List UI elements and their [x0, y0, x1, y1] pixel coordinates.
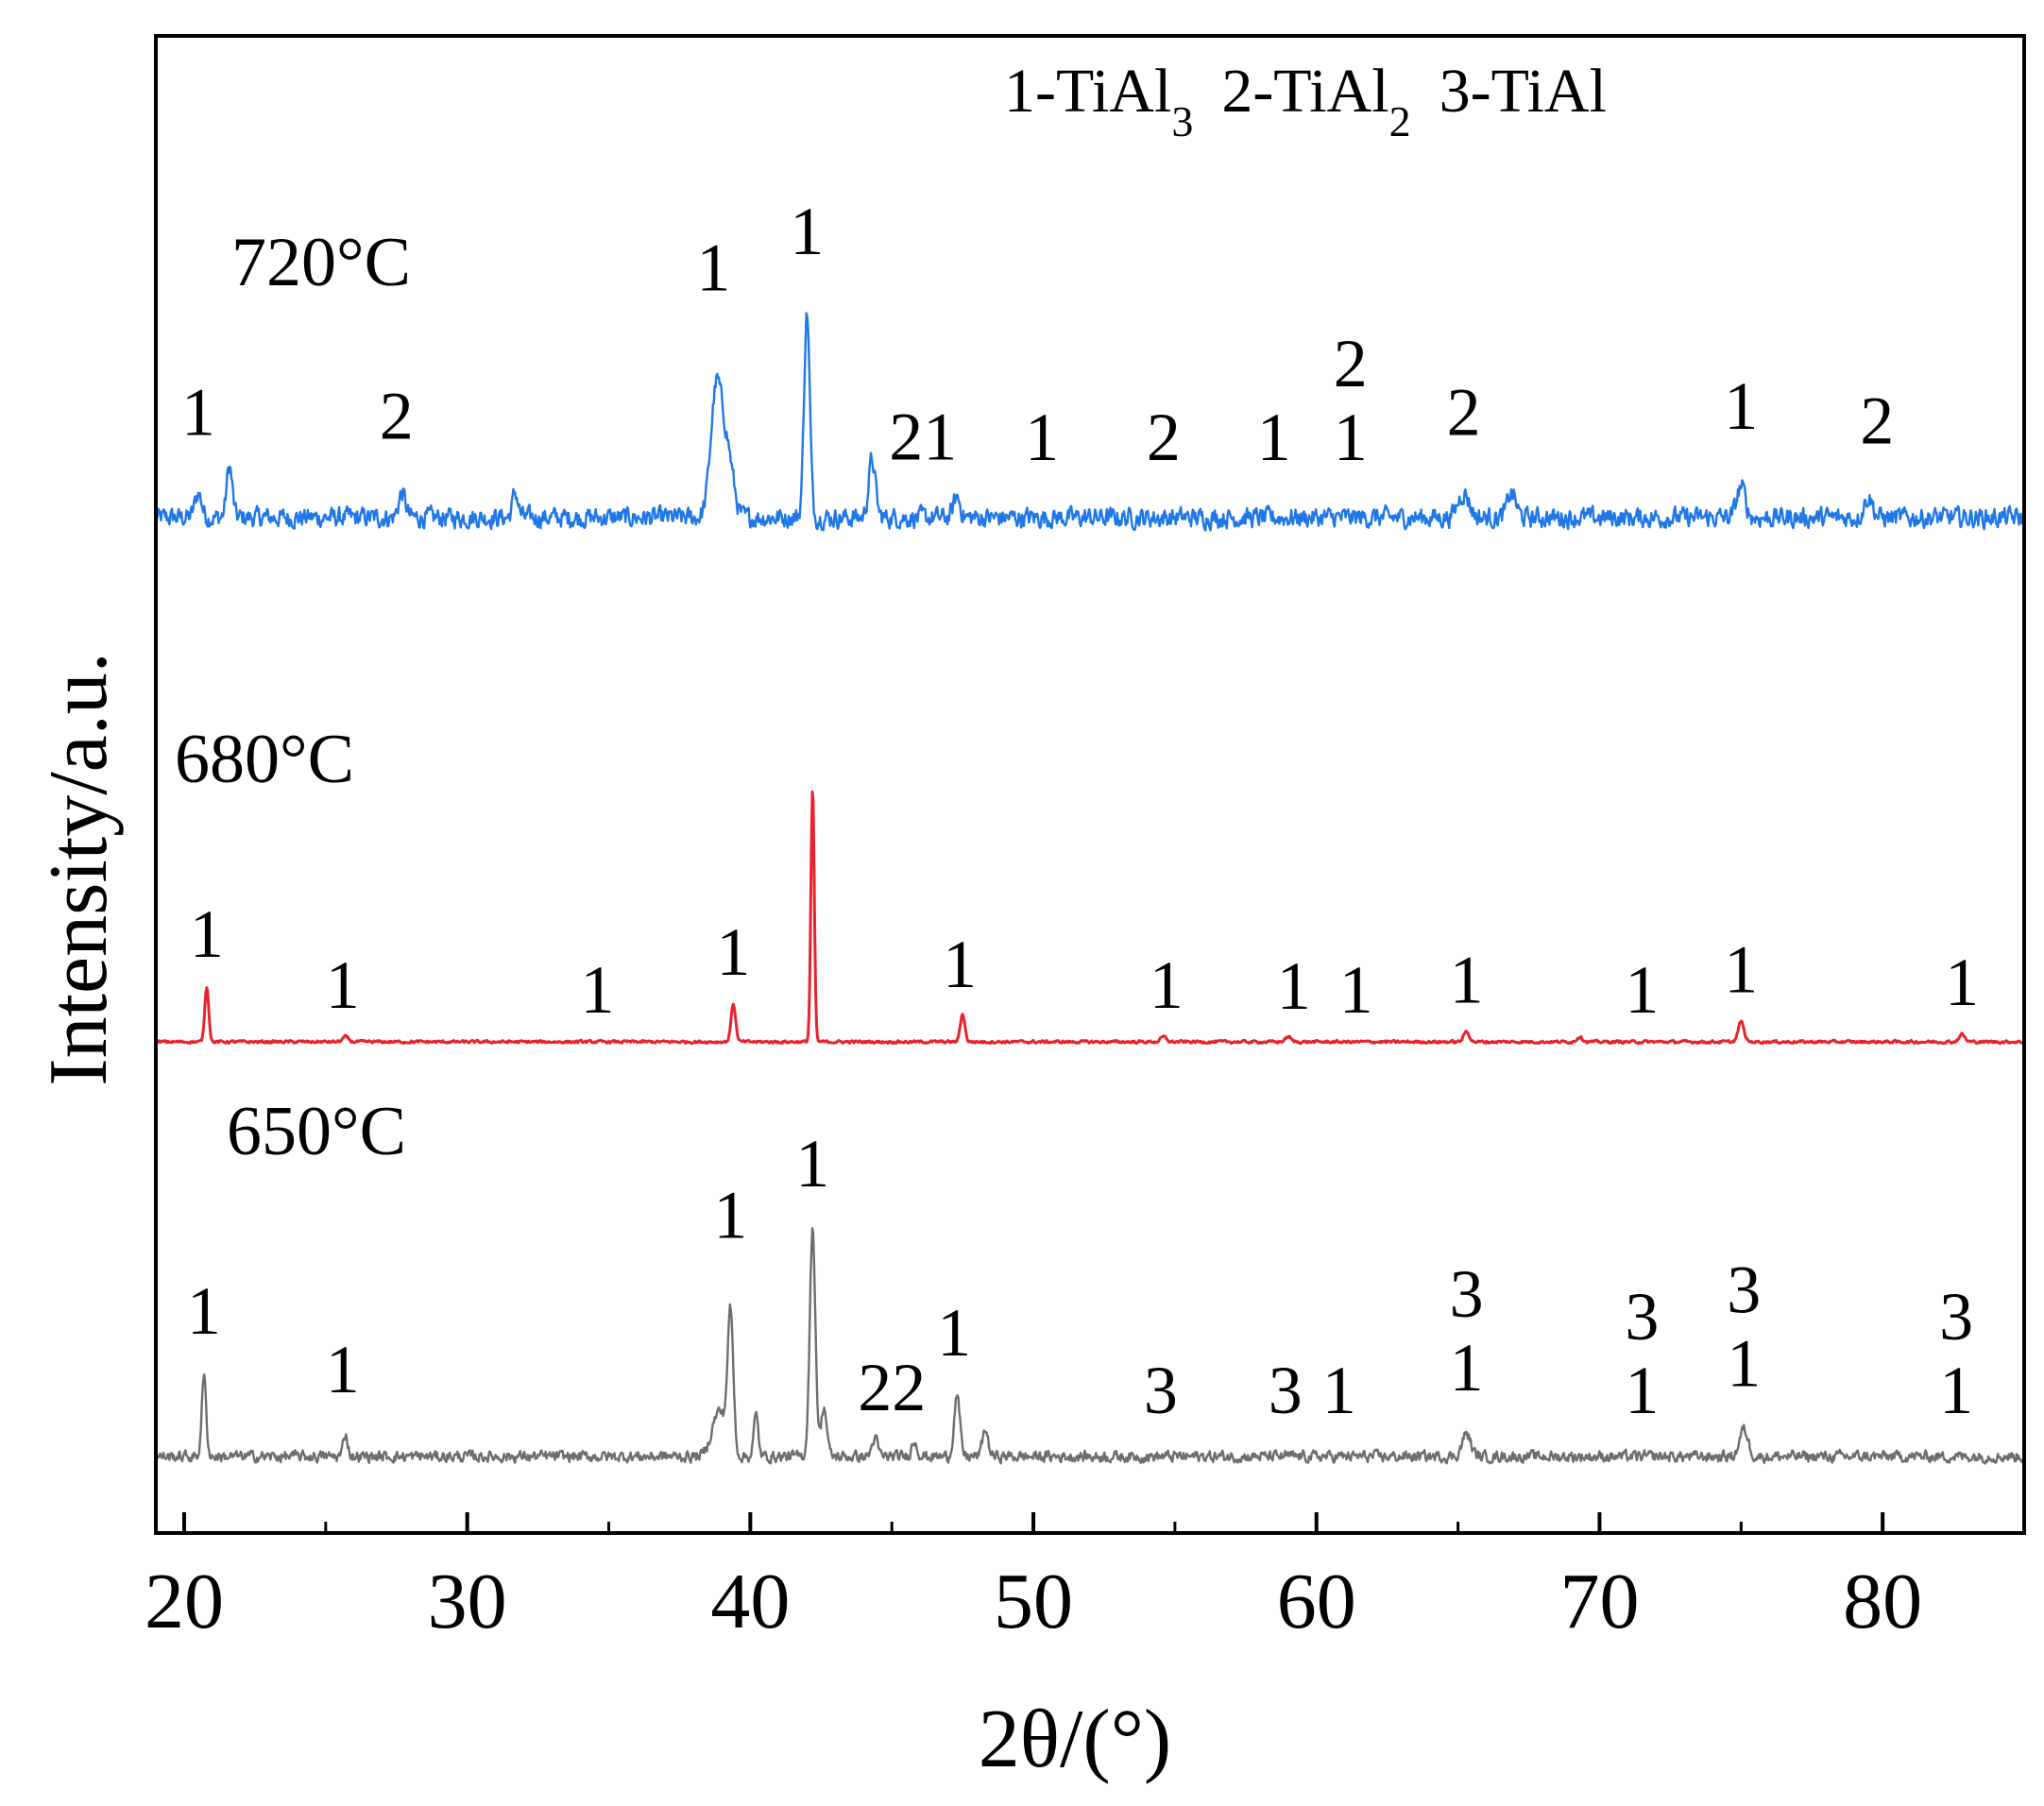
peak-label: 1 — [1339, 952, 1373, 1028]
x-tick-label: 80 — [1843, 1558, 1922, 1645]
legend-entry-3: 3-TiAl — [1439, 57, 1607, 126]
x-tick-label: 50 — [994, 1558, 1073, 1645]
x-axis-title: 2θ/(°) — [979, 1694, 1171, 1785]
peak-label: 21 — [889, 400, 957, 475]
peak-label: 3 — [1450, 1256, 1484, 1332]
peak-label: 1 — [1945, 945, 1979, 1020]
peak-label: 1 — [326, 1332, 360, 1407]
peak-label: 3 — [1727, 1252, 1761, 1327]
peak-label: 22 — [858, 1350, 926, 1425]
peak-label: 1 — [696, 230, 730, 305]
peak-label: 1 — [790, 194, 824, 269]
legend-subscript: 2 — [1389, 97, 1411, 145]
peak-label: 1 — [326, 947, 360, 1023]
peak-label: 1 — [1025, 400, 1059, 475]
peak-label: 1 — [1334, 400, 1368, 475]
x-tick-label: 70 — [1559, 1558, 1639, 1645]
peak-label: 1 — [1450, 942, 1484, 1017]
x-tick-label: 40 — [710, 1558, 790, 1645]
legend: 1-TiAl3 2-TiAl2 3-TiAl — [1004, 57, 1607, 145]
x-tick-label: 30 — [428, 1558, 507, 1645]
peak-label: 1 — [1150, 947, 1184, 1023]
peak-label: 1 — [1939, 1353, 1973, 1428]
peak-label: 1 — [187, 1273, 221, 1349]
peak-label: 1 — [716, 914, 750, 990]
legend-entry-1: 1-TiAl — [1004, 57, 1171, 126]
peak-label: 1 — [1724, 368, 1758, 444]
series-label: 720°C — [231, 224, 411, 301]
peak-label: 3 — [1939, 1279, 1973, 1354]
y-axis-title: Intensity/a.u. — [33, 652, 125, 1085]
peak-label: 1 — [1277, 948, 1311, 1024]
peak-label: 1 — [1322, 1353, 1356, 1428]
peak-label: 1 — [1724, 932, 1758, 1008]
series-label: 650°C — [227, 1093, 406, 1170]
peak-label: 1 — [190, 896, 224, 972]
peak-label: 2 — [380, 378, 414, 453]
peak-label: 1 — [937, 1295, 971, 1371]
x-tick-label: 60 — [1277, 1558, 1356, 1645]
peak-label: 1 — [181, 375, 215, 451]
legend-entry-2: 2-TiAl — [1221, 57, 1388, 126]
peak-label: 1 — [1625, 1353, 1659, 1428]
peak-label: 3 — [1144, 1353, 1178, 1428]
phase-legend: 1-TiAl3 2-TiAl2 3-TiAl — [1004, 57, 1607, 145]
peak-label: 1 — [943, 927, 977, 1002]
peak-label: 1 — [1257, 400, 1291, 475]
peak-label: 3 — [1269, 1353, 1303, 1428]
series-label: 680°C — [175, 721, 354, 798]
peak-label: 2 — [1447, 375, 1481, 451]
legend-subscript: 3 — [1171, 97, 1193, 145]
peak-label: 1 — [581, 952, 615, 1028]
peak-label: 2 — [1334, 326, 1368, 401]
peak-label: 1 — [1727, 1325, 1761, 1401]
peak-label: 2 — [1860, 383, 1894, 458]
peak-label: 1 — [713, 1178, 747, 1253]
peak-label: 1 — [1450, 1330, 1484, 1406]
peak-label: 1 — [1625, 952, 1659, 1028]
x-tick-label: 20 — [145, 1558, 224, 1645]
peak-label: 2 — [1147, 400, 1181, 475]
peak-label: 1 — [795, 1126, 829, 1201]
peak-label: 3 — [1625, 1279, 1659, 1354]
